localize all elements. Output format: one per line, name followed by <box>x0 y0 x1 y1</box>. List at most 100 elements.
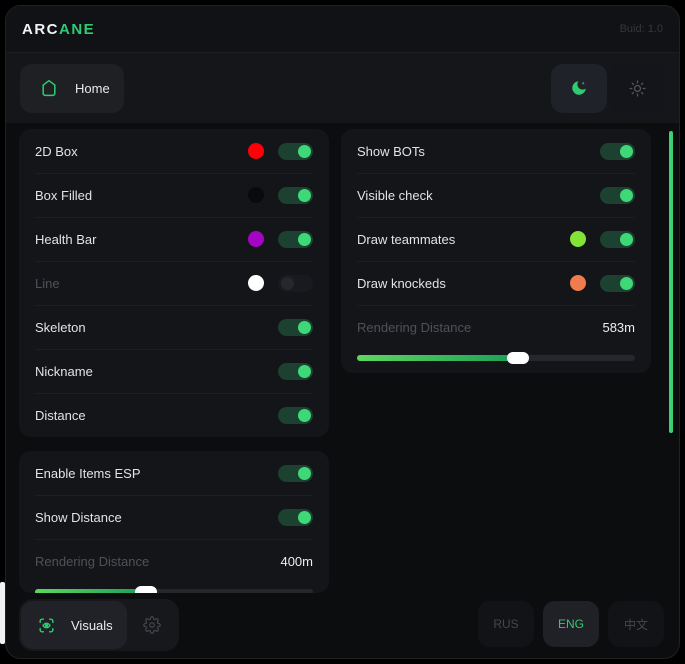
setting-label: Line <box>35 275 60 291</box>
scrollbar[interactable] <box>669 131 673 433</box>
toggle-switch[interactable] <box>278 230 313 248</box>
gear-icon <box>143 616 161 634</box>
toggle-switch[interactable] <box>278 406 313 424</box>
toggle-switch[interactable] <box>278 186 313 204</box>
light-mode-button[interactable] <box>609 63 665 113</box>
setting-label: Draw teammates <box>357 231 456 247</box>
setting-label: Health Bar <box>35 231 97 247</box>
toggle-switch[interactable] <box>600 274 635 292</box>
setting-label: Nickname <box>35 363 93 379</box>
color-swatch[interactable] <box>248 143 264 159</box>
title-bar: ARCANE Buid: 1.0 <box>6 6 679 53</box>
logo-text: ARC <box>22 20 59 38</box>
toolbar: Home <box>6 53 679 123</box>
panel-items-esp: Enable Items ESP Show Distance Rendering… <box>19 451 329 593</box>
home-icon <box>42 79 56 97</box>
menu-window: ARCANE Buid: 1.0 Home <box>5 5 680 659</box>
build-version-label: Buid: 1.0 <box>619 23 663 35</box>
toggle-knob <box>298 510 311 524</box>
setting-label: Box Filled <box>35 187 93 203</box>
theme-switcher <box>551 63 665 113</box>
toggle-knob <box>620 232 633 246</box>
edge-artifact <box>0 582 5 644</box>
app-logo: ARCANE <box>22 21 95 38</box>
setting-row: Show Distance <box>19 495 329 539</box>
tab-home[interactable]: Home <box>20 63 124 113</box>
setting-label: Show BOTs <box>357 143 425 159</box>
toggle-knob <box>298 320 311 334</box>
toggle-knob <box>298 466 311 480</box>
settings-button[interactable] <box>127 601 177 649</box>
setting-row: Show BOTs <box>341 129 651 173</box>
slider-knob[interactable] <box>507 352 530 364</box>
slider-knob[interactable] <box>135 586 158 593</box>
toggle-knob <box>298 144 311 158</box>
setting-row: Health Bar <box>19 217 329 261</box>
toggle-knob <box>298 364 311 378</box>
setting-row: Draw knockeds <box>341 261 651 305</box>
toggle-switch[interactable] <box>600 142 635 160</box>
setting-label: 2D Box <box>35 143 78 159</box>
setting-label: Show Distance <box>35 509 122 525</box>
rendering-distance-slider[interactable] <box>35 586 313 593</box>
setting-row: Distance <box>19 393 329 437</box>
toggle-knob <box>298 188 311 202</box>
language-button-rus[interactable]: RUS <box>478 601 534 647</box>
setting-label: Skeleton <box>35 319 86 335</box>
toggle-switch[interactable] <box>278 318 313 336</box>
toggle-knob <box>620 276 633 290</box>
sun-icon <box>628 79 646 97</box>
toggle-knob <box>620 144 633 158</box>
slider-value: 400m <box>280 553 313 569</box>
toggle-knob <box>620 188 633 202</box>
toggle-switch[interactable] <box>278 508 313 526</box>
slider-label: Rendering Distance <box>35 553 150 569</box>
slider-label: Rendering Distance <box>357 319 472 335</box>
panel-bots: Show BOTs Visible check Draw teammates D… <box>341 129 651 373</box>
logo-text-accent: ANE <box>59 20 96 38</box>
toggle-switch[interactable] <box>600 230 635 248</box>
setting-label: Visible check <box>357 187 433 203</box>
setting-row: Skeleton <box>19 305 329 349</box>
toggle-switch[interactable] <box>278 464 313 482</box>
toggle-switch[interactable] <box>600 186 635 204</box>
color-swatch[interactable] <box>248 187 264 203</box>
setting-row: Visible check <box>341 173 651 217</box>
slider-fill <box>35 589 147 593</box>
toggle-knob <box>298 408 311 422</box>
setting-row: Box Filled <box>19 173 329 217</box>
tab-visuals[interactable]: Visuals <box>21 601 127 649</box>
tab-home-label: Home <box>75 80 110 96</box>
panel-player-esp: 2D Box Box Filled Health Bar Line Skelet <box>19 129 329 437</box>
moon-icon <box>572 81 586 95</box>
language-button-zh[interactable]: 中文 <box>608 601 664 647</box>
setting-row: Nickname <box>19 349 329 393</box>
setting-label: Enable Items ESP <box>35 465 141 481</box>
toggle-switch[interactable] <box>278 274 313 292</box>
setting-row: 2D Box <box>19 129 329 173</box>
color-swatch[interactable] <box>570 275 586 291</box>
slider-fill <box>357 355 519 361</box>
setting-label: Distance <box>35 407 86 423</box>
toggle-knob <box>298 232 311 246</box>
color-swatch[interactable] <box>248 231 264 247</box>
color-swatch[interactable] <box>570 231 586 247</box>
toggle-switch[interactable] <box>278 362 313 380</box>
bottom-nav-group: Visuals <box>19 599 179 651</box>
tab-visuals-label: Visuals <box>71 617 113 633</box>
toggle-switch[interactable] <box>278 142 313 160</box>
dark-mode-button[interactable] <box>551 63 607 113</box>
rendering-distance-slider[interactable] <box>357 352 635 364</box>
setting-row: Line <box>19 261 329 305</box>
slider-header: Rendering Distance 400m <box>19 539 329 583</box>
color-swatch[interactable] <box>248 275 264 291</box>
slider-header: Rendering Distance 583m <box>341 305 651 349</box>
setting-row: Enable Items ESP <box>19 451 329 495</box>
setting-label: Draw knockeds <box>357 275 446 291</box>
slider-value: 583m <box>602 319 635 335</box>
language-switcher: RUS ENG 中文 <box>478 601 664 647</box>
language-button-eng[interactable]: ENG <box>543 601 599 647</box>
toggle-knob <box>281 276 294 290</box>
setting-row: Draw teammates <box>341 217 651 261</box>
